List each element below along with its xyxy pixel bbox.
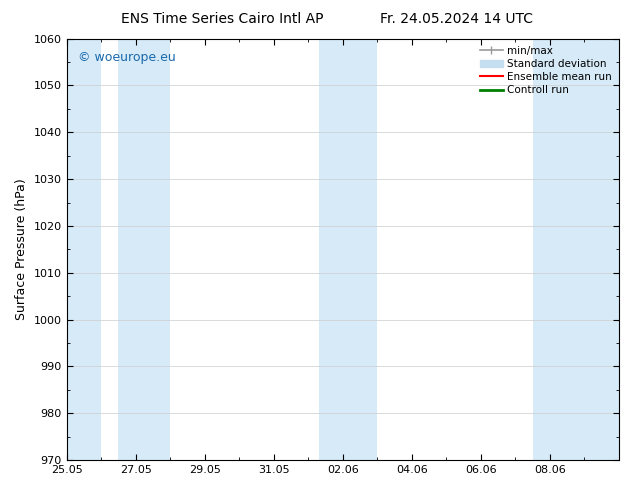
Bar xyxy=(67,39,101,460)
Bar xyxy=(119,39,170,460)
Legend: min/max, Standard deviation, Ensemble mean run, Controll run: min/max, Standard deviation, Ensemble me… xyxy=(478,44,614,98)
Text: © woeurope.eu: © woeurope.eu xyxy=(77,51,176,64)
Text: ENS Time Series Cairo Intl AP: ENS Time Series Cairo Intl AP xyxy=(120,12,323,26)
Bar xyxy=(319,39,377,460)
Bar xyxy=(533,39,619,460)
Text: Fr. 24.05.2024 14 UTC: Fr. 24.05.2024 14 UTC xyxy=(380,12,533,26)
Y-axis label: Surface Pressure (hPa): Surface Pressure (hPa) xyxy=(15,178,28,320)
